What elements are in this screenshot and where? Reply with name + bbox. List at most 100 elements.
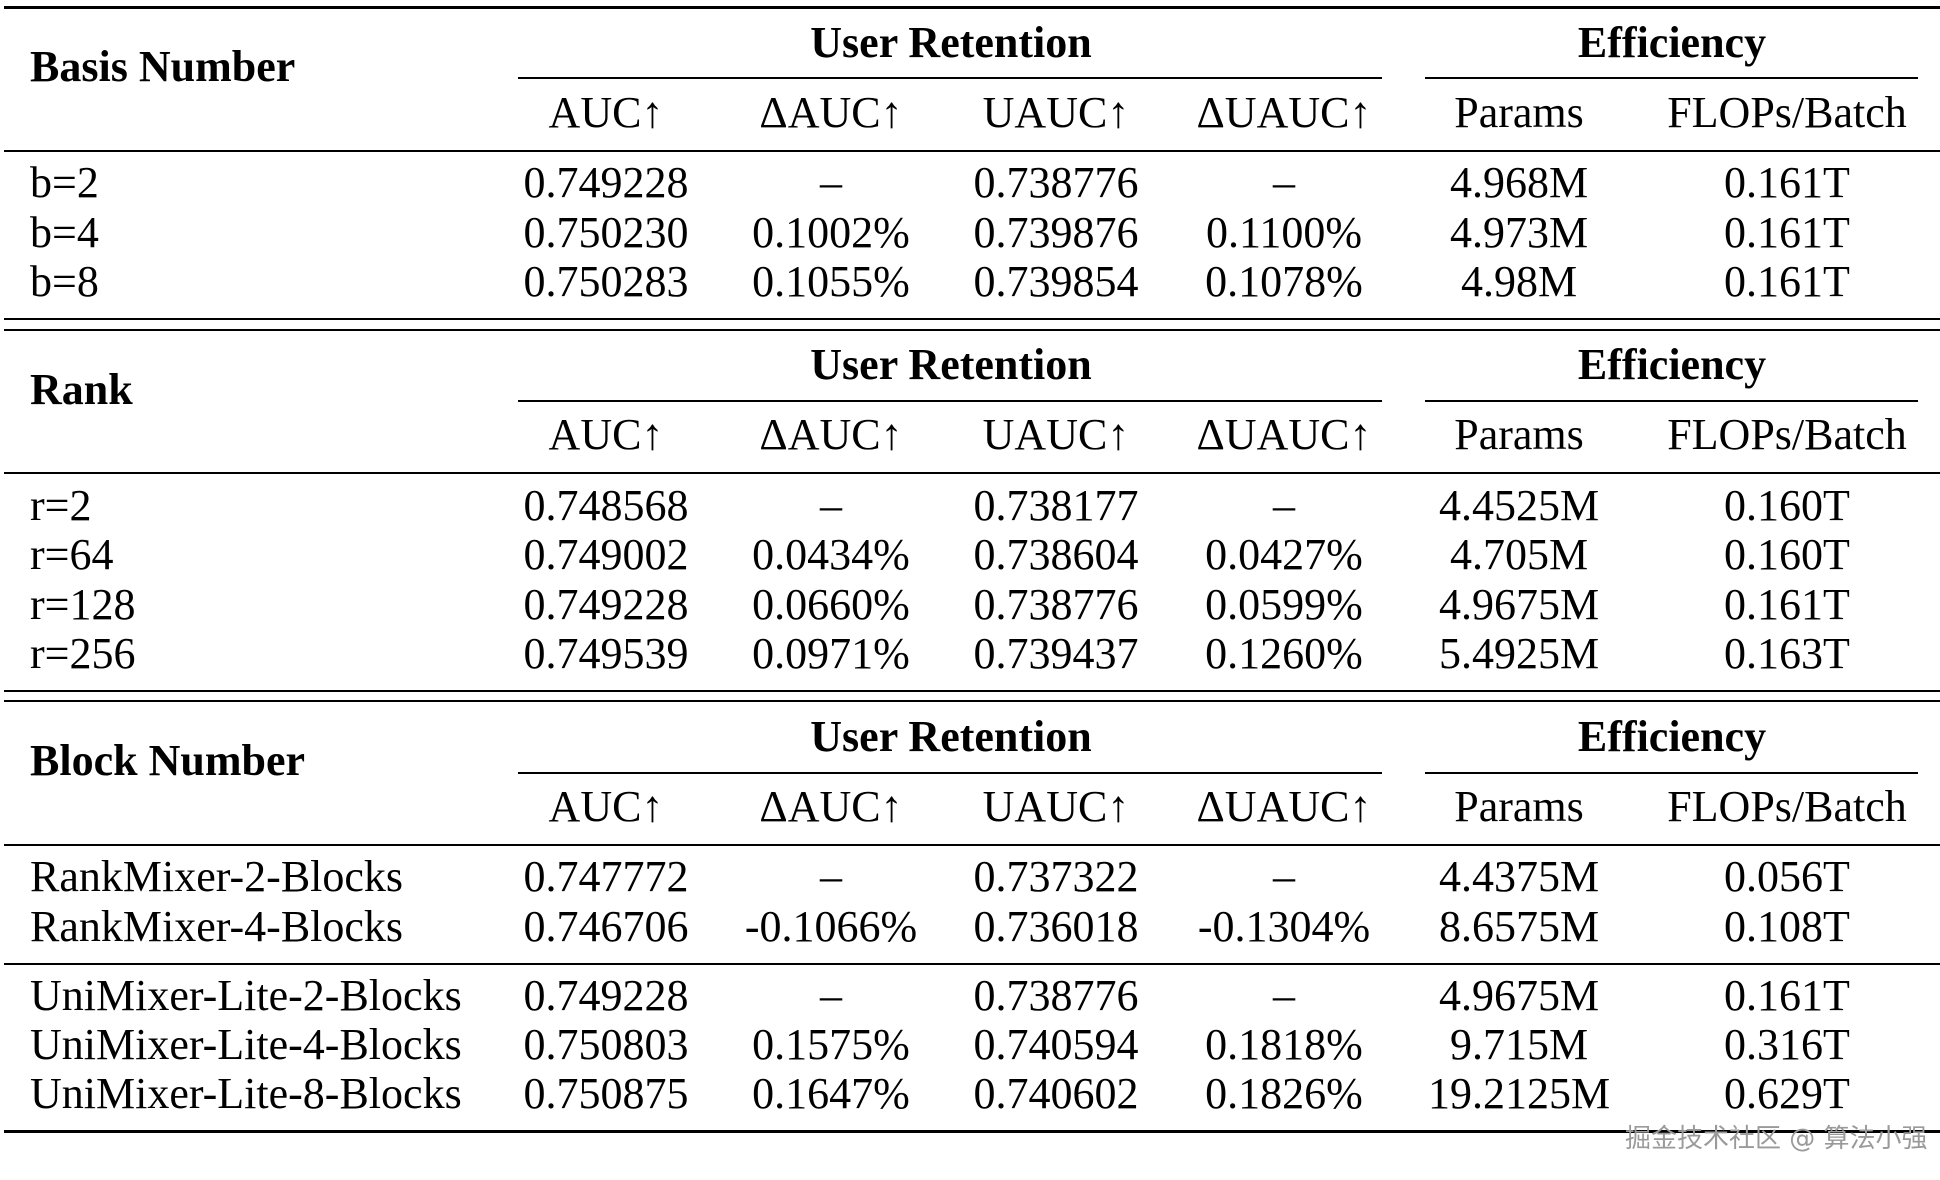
- cell-dauc: 0.1647%: [752, 1069, 910, 1118]
- row-label: RankMixer-4-Blocks: [30, 902, 404, 951]
- col-header: UAUC↑: [982, 88, 1130, 137]
- row-label: b=4: [30, 208, 99, 257]
- cell-params: 5.4925M: [1438, 629, 1600, 678]
- cell-dauc: -0.1066%: [744, 902, 918, 951]
- cell-uauc: 0.737322: [973, 852, 1139, 901]
- group-header-efficiency: Efficiency: [1577, 340, 1767, 389]
- cell-uauc: 0.739854: [973, 257, 1139, 306]
- col-header: FLOPs/Batch: [1667, 782, 1907, 831]
- cell-uauc: 0.739876: [973, 208, 1139, 257]
- cell-flops: 0.316T: [1724, 1020, 1850, 1069]
- row-label: RankMixer-2-Blocks: [30, 852, 404, 901]
- cell-dauc: 0.0434%: [752, 530, 910, 579]
- cell-duauc: –: [1273, 852, 1295, 901]
- section-rule: [4, 690, 1940, 692]
- group-header-efficiency: Efficiency: [1577, 712, 1767, 761]
- cell-duauc: 0.0427%: [1205, 530, 1363, 579]
- group-header-efficiency: Efficiency: [1577, 18, 1767, 67]
- cell-uauc: 0.739437: [973, 629, 1139, 678]
- cell-uauc: 0.738776: [973, 971, 1139, 1020]
- cell-duauc: –: [1273, 158, 1295, 207]
- row-label: UniMixer-Lite-4-Blocks: [30, 1020, 462, 1069]
- cell-flops: 0.056T: [1724, 852, 1850, 901]
- col-header: AUC↑: [548, 782, 664, 831]
- col-header: Params: [1454, 782, 1584, 831]
- col-header: ΔAUC↑: [759, 782, 903, 831]
- row-label: r=256: [30, 629, 136, 678]
- section-rule: [4, 329, 1940, 331]
- cell-duauc: –: [1273, 481, 1295, 530]
- cell-params: 4.705M: [1449, 530, 1589, 579]
- cell-dauc: –: [820, 852, 842, 901]
- cell-auc: 0.748568: [523, 481, 689, 530]
- header-rule: [4, 150, 1940, 152]
- cell-flops: 0.160T: [1724, 481, 1850, 530]
- cell-auc: 0.749228: [523, 580, 689, 629]
- cell-flops: 0.108T: [1724, 902, 1850, 951]
- cell-params: 19.2125M: [1427, 1069, 1611, 1118]
- row-label: b=8: [30, 257, 99, 306]
- cell-duauc: –: [1273, 971, 1295, 1020]
- cell-auc: 0.750283: [523, 257, 689, 306]
- cell-dauc: –: [820, 481, 842, 530]
- cell-auc: 0.749228: [523, 158, 689, 207]
- cell-params: 4.98M: [1460, 257, 1578, 306]
- cell-duauc: 0.1260%: [1205, 629, 1363, 678]
- col-header: UAUC↑: [982, 782, 1130, 831]
- cell-params: 4.4525M: [1438, 481, 1600, 530]
- col-header: Params: [1454, 88, 1584, 137]
- cmidrule-efficiency: [1425, 772, 1918, 774]
- group-header-user-retention: User Retention: [810, 712, 1092, 761]
- watermark: 掘金技术社区 @ 算法小强: [1625, 1124, 1928, 1154]
- section-title: Block Number: [30, 736, 305, 785]
- col-header: AUC↑: [548, 410, 664, 459]
- cell-uauc: 0.740602: [973, 1069, 1139, 1118]
- col-header: AUC↑: [548, 88, 664, 137]
- cell-uauc: 0.738604: [973, 530, 1139, 579]
- cell-auc: 0.750803: [523, 1020, 689, 1069]
- cell-duauc: 0.1826%: [1205, 1069, 1363, 1118]
- cell-dauc: 0.1055%: [752, 257, 910, 306]
- section-title: Basis Number: [30, 42, 296, 91]
- cell-auc: 0.746706: [523, 902, 689, 951]
- col-header: ΔUAUC↑: [1196, 88, 1372, 137]
- cell-uauc: 0.740594: [973, 1020, 1139, 1069]
- cell-params: 4.4375M: [1438, 852, 1600, 901]
- cell-params: 4.9675M: [1438, 580, 1600, 629]
- col-header: FLOPs/Batch: [1667, 410, 1907, 459]
- cell-uauc: 0.738177: [973, 481, 1139, 530]
- col-header: ΔAUC↑: [759, 410, 903, 459]
- row-label: UniMixer-Lite-8-Blocks: [30, 1069, 462, 1118]
- col-header: UAUC↑: [982, 410, 1130, 459]
- cell-flops: 0.160T: [1724, 530, 1850, 579]
- cell-flops: 0.161T: [1724, 971, 1850, 1020]
- cell-dauc: –: [820, 158, 842, 207]
- cell-params: 4.968M: [1449, 158, 1589, 207]
- cell-dauc: 0.1575%: [752, 1020, 910, 1069]
- cell-duauc: 0.1100%: [1205, 208, 1363, 257]
- bottom-rule: [4, 1130, 1940, 1133]
- cell-dauc: 0.1002%: [752, 208, 910, 257]
- cmidrule-user: [518, 77, 1382, 79]
- cell-flops: 0.161T: [1724, 208, 1850, 257]
- cell-flops: 0.629T: [1724, 1069, 1850, 1118]
- group-header-user-retention: User Retention: [810, 18, 1092, 67]
- cell-params: 8.6575M: [1438, 902, 1600, 951]
- top-rule: [4, 6, 1940, 9]
- cell-params: 4.9675M: [1438, 971, 1600, 1020]
- row-label: r=2: [30, 481, 92, 530]
- col-header: ΔUAUC↑: [1196, 410, 1372, 459]
- cell-uauc: 0.738776: [973, 158, 1139, 207]
- col-header: Params: [1454, 410, 1584, 459]
- cell-flops: 0.161T: [1724, 158, 1850, 207]
- row-label: b=2: [30, 158, 99, 207]
- cell-flops: 0.163T: [1724, 629, 1850, 678]
- col-header: FLOPs/Batch: [1667, 88, 1907, 137]
- cell-duauc: -0.1304%: [1197, 902, 1371, 951]
- cell-duauc: 0.0599%: [1205, 580, 1363, 629]
- cell-auc: 0.749228: [523, 971, 689, 1020]
- header-rule: [4, 844, 1940, 846]
- cell-params: 4.973M: [1449, 208, 1589, 257]
- cmidrule-user: [518, 772, 1382, 774]
- cell-dauc: 0.0660%: [752, 580, 910, 629]
